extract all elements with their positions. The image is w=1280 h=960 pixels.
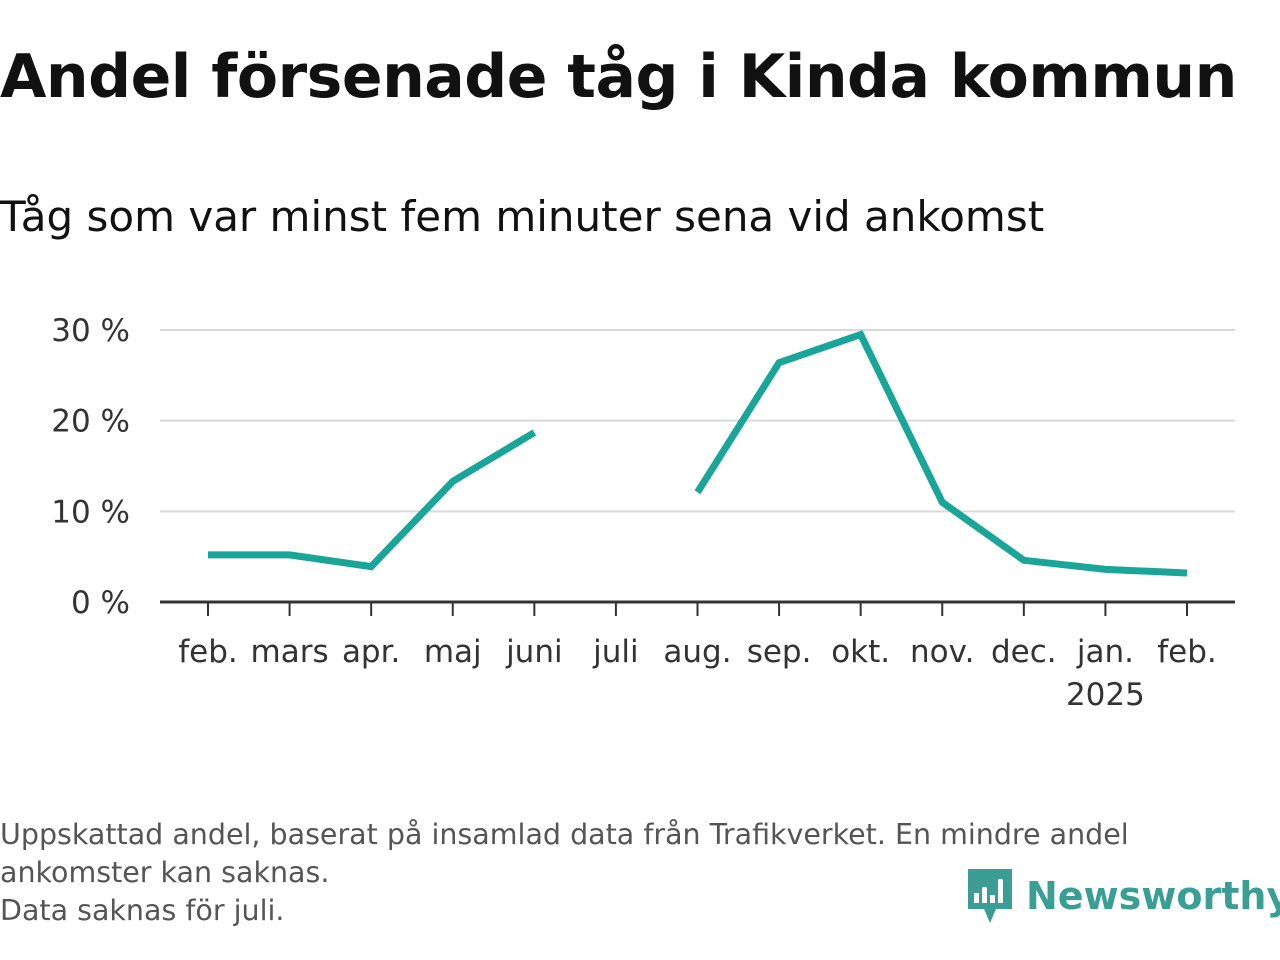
x-tick-label: mars bbox=[251, 634, 329, 670]
series-lines bbox=[208, 330, 1188, 577]
y-tick-label: 30 % bbox=[51, 313, 130, 349]
x-tick-sublabel: 2025 bbox=[1066, 677, 1145, 713]
footnote: Uppskattad andel, baserat på insamlad da… bbox=[0, 816, 1275, 930]
chart-subtitle: Tåg som var minst fem minuter sena vid a… bbox=[0, 192, 1045, 241]
x-tick-label: juli bbox=[592, 634, 639, 670]
x-tick-label: nov. bbox=[910, 634, 974, 670]
x-tick-label: maj bbox=[424, 634, 482, 670]
x-tick-label: dec. bbox=[991, 634, 1057, 670]
y-tick-label: 20 % bbox=[51, 404, 130, 440]
y-tick-label: 0 % bbox=[71, 585, 130, 621]
y-axis-ticks: 0 % 10 % 20 % 30 % bbox=[51, 313, 130, 621]
series-line-segment-1 bbox=[208, 429, 537, 571]
x-tick-label: apr. bbox=[342, 634, 400, 670]
x-axis: feb. mars apr. maj juni juli aug. sep. okt. nov. d… bbox=[160, 600, 1235, 713]
footnote-line-1: Uppskattad andel, baserat på insamlad da… bbox=[0, 818, 1129, 851]
newsworthy-logo-icon bbox=[968, 869, 1012, 923]
x-tick-label: feb. bbox=[178, 634, 238, 670]
series-line-segment-2 bbox=[694, 330, 1188, 577]
footnote-line-2: ankomster kan saknas. bbox=[0, 856, 330, 889]
gridlines bbox=[160, 329, 1235, 513]
x-tick-label: juni bbox=[505, 634, 563, 670]
x-tick-label: sep. bbox=[747, 634, 812, 670]
x-tick-label: jan. bbox=[1076, 634, 1134, 670]
x-tick-label: aug. bbox=[663, 634, 731, 670]
brand-name: Newsworthy bbox=[1026, 874, 1280, 918]
x-tick-label: okt. bbox=[831, 634, 890, 670]
y-tick-label: 10 % bbox=[51, 494, 130, 530]
x-tick-label: feb. bbox=[1157, 634, 1217, 670]
brand-logo: Newsworthy bbox=[964, 864, 1280, 928]
chart-title: Andel försenade tåg i Kinda kommun bbox=[0, 42, 1237, 112]
footnote-line-3: Data saknas för juli. bbox=[0, 894, 285, 927]
